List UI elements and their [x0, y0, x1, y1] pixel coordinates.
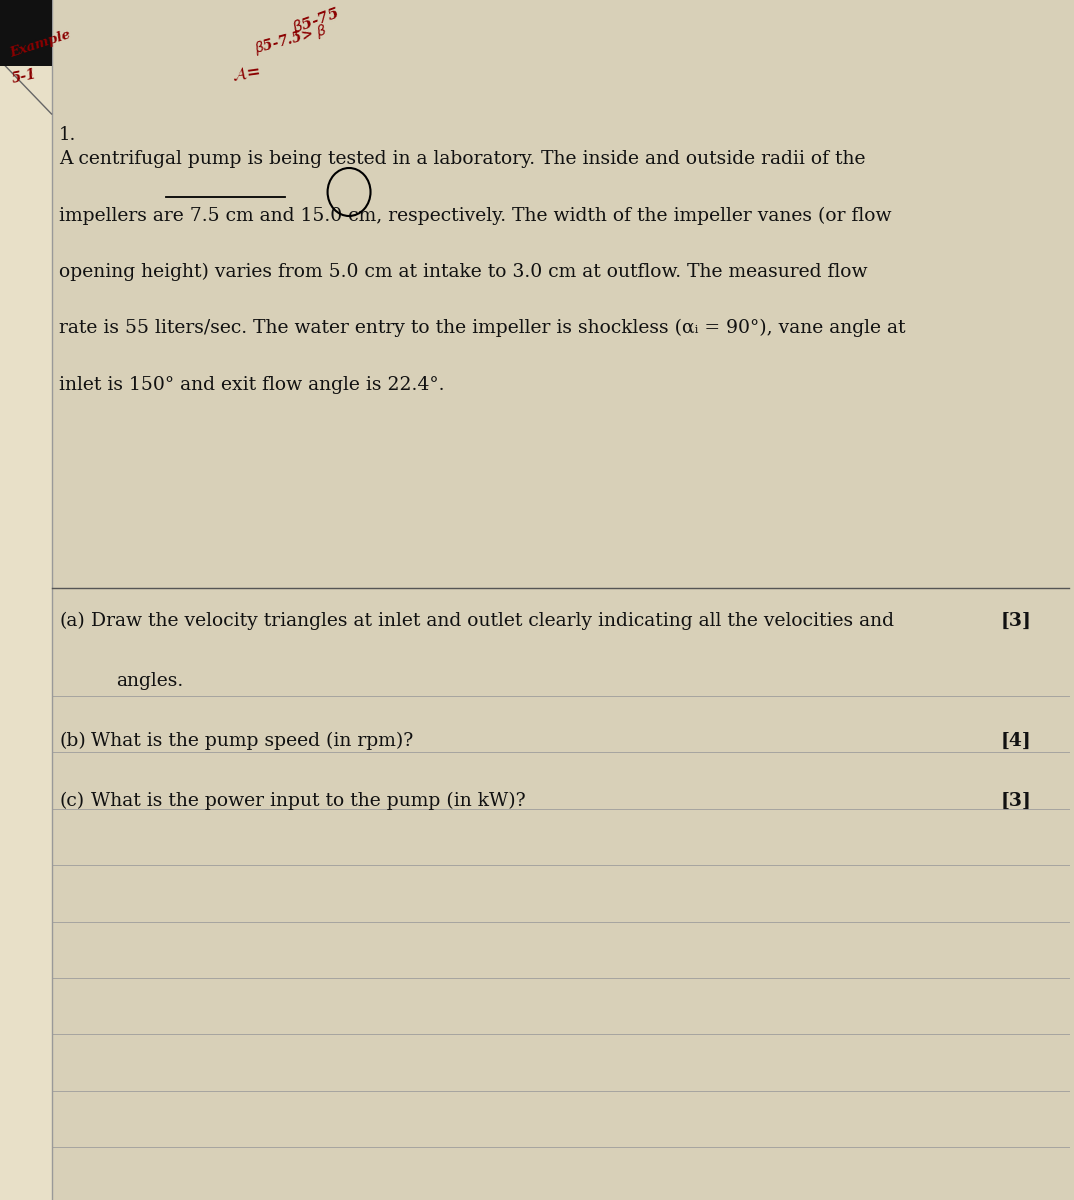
Text: (b): (b) — [59, 732, 86, 750]
Text: Example: Example — [9, 28, 73, 60]
Text: What is the power input to the pump (in kW)?: What is the power input to the pump (in … — [91, 792, 526, 810]
Text: What is the pump speed (in rpm)?: What is the pump speed (in rpm)? — [91, 732, 413, 750]
Text: (a): (a) — [59, 612, 85, 630]
Text: impellers are 7.5 cm and 15.0 cm, respectively. The width of the impeller vanes : impellers are 7.5 cm and 15.0 cm, respec… — [59, 206, 891, 224]
Text: A centrifugal pump is being tested in a laboratory. The inside and outside radii: A centrifugal pump is being tested in a … — [59, 150, 866, 168]
Text: 1.: 1. — [59, 126, 76, 144]
Text: inlet is 150° and exit flow angle is 22.4°.: inlet is 150° and exit flow angle is 22.… — [59, 376, 445, 394]
Text: $\mathcal{A}$=: $\mathcal{A}$= — [231, 64, 261, 84]
Bar — [0, 0, 52, 1200]
Text: $\beta$5-75: $\beta$5-75 — [290, 4, 343, 38]
Text: opening height) varies from 5.0 cm at intake to 3.0 cm at outflow. The measured : opening height) varies from 5.0 cm at in… — [59, 263, 868, 281]
Text: $\beta$5-7.5> $\beta$: $\beta$5-7.5> $\beta$ — [252, 20, 330, 58]
Text: 5-1: 5-1 — [11, 67, 38, 86]
Text: [4]: [4] — [1000, 732, 1031, 750]
Text: rate is 55 liters/sec. The water entry to the impeller is shockless (αᵢ = 90°), : rate is 55 liters/sec. The water entry t… — [59, 319, 905, 337]
Bar — [0, 0, 52, 66]
Text: Draw the velocity triangles at inlet and outlet clearly indicating all the veloc: Draw the velocity triangles at inlet and… — [91, 612, 895, 630]
Text: [3]: [3] — [1000, 612, 1031, 630]
Text: [3]: [3] — [1000, 792, 1031, 810]
Text: angles.: angles. — [116, 672, 184, 690]
Text: (c): (c) — [59, 792, 84, 810]
